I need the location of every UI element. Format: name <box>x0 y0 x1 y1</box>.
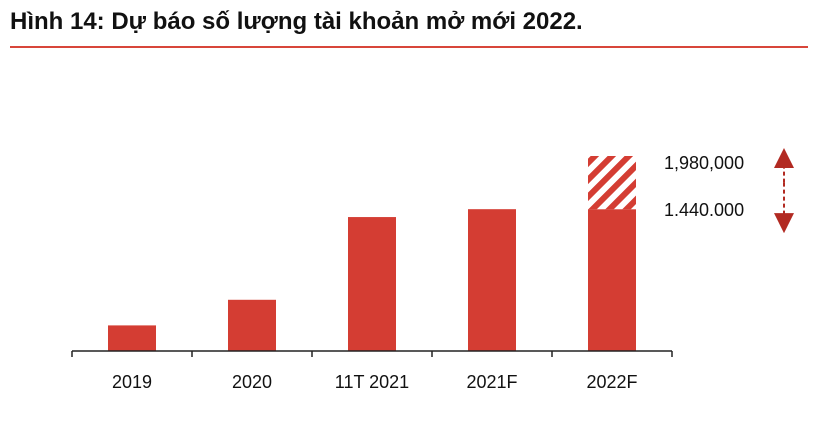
upper-value-label: 1,980,000 <box>664 153 744 173</box>
bar-2022f-forecast-range <box>588 156 636 210</box>
lower-value-label: 1.440.000 <box>664 200 744 220</box>
x-tick-label: 2020 <box>232 372 272 392</box>
bar-2021f <box>468 209 516 351</box>
chart-title: Hình 14: Dự báo số lượng tài khoản mở mớ… <box>10 8 583 35</box>
x-tick-label: 2022F <box>586 372 637 392</box>
x-tick-label: 2019 <box>112 372 152 392</box>
x-tick-label: 2021F <box>466 372 517 392</box>
bar-2022f <box>588 209 636 351</box>
x-tick-label: 11T 2021 <box>335 372 409 392</box>
title-rule <box>10 46 808 48</box>
bar-2019 <box>108 325 156 351</box>
bar-2020 <box>228 299 276 351</box>
bar-11t-2021 <box>348 217 396 351</box>
